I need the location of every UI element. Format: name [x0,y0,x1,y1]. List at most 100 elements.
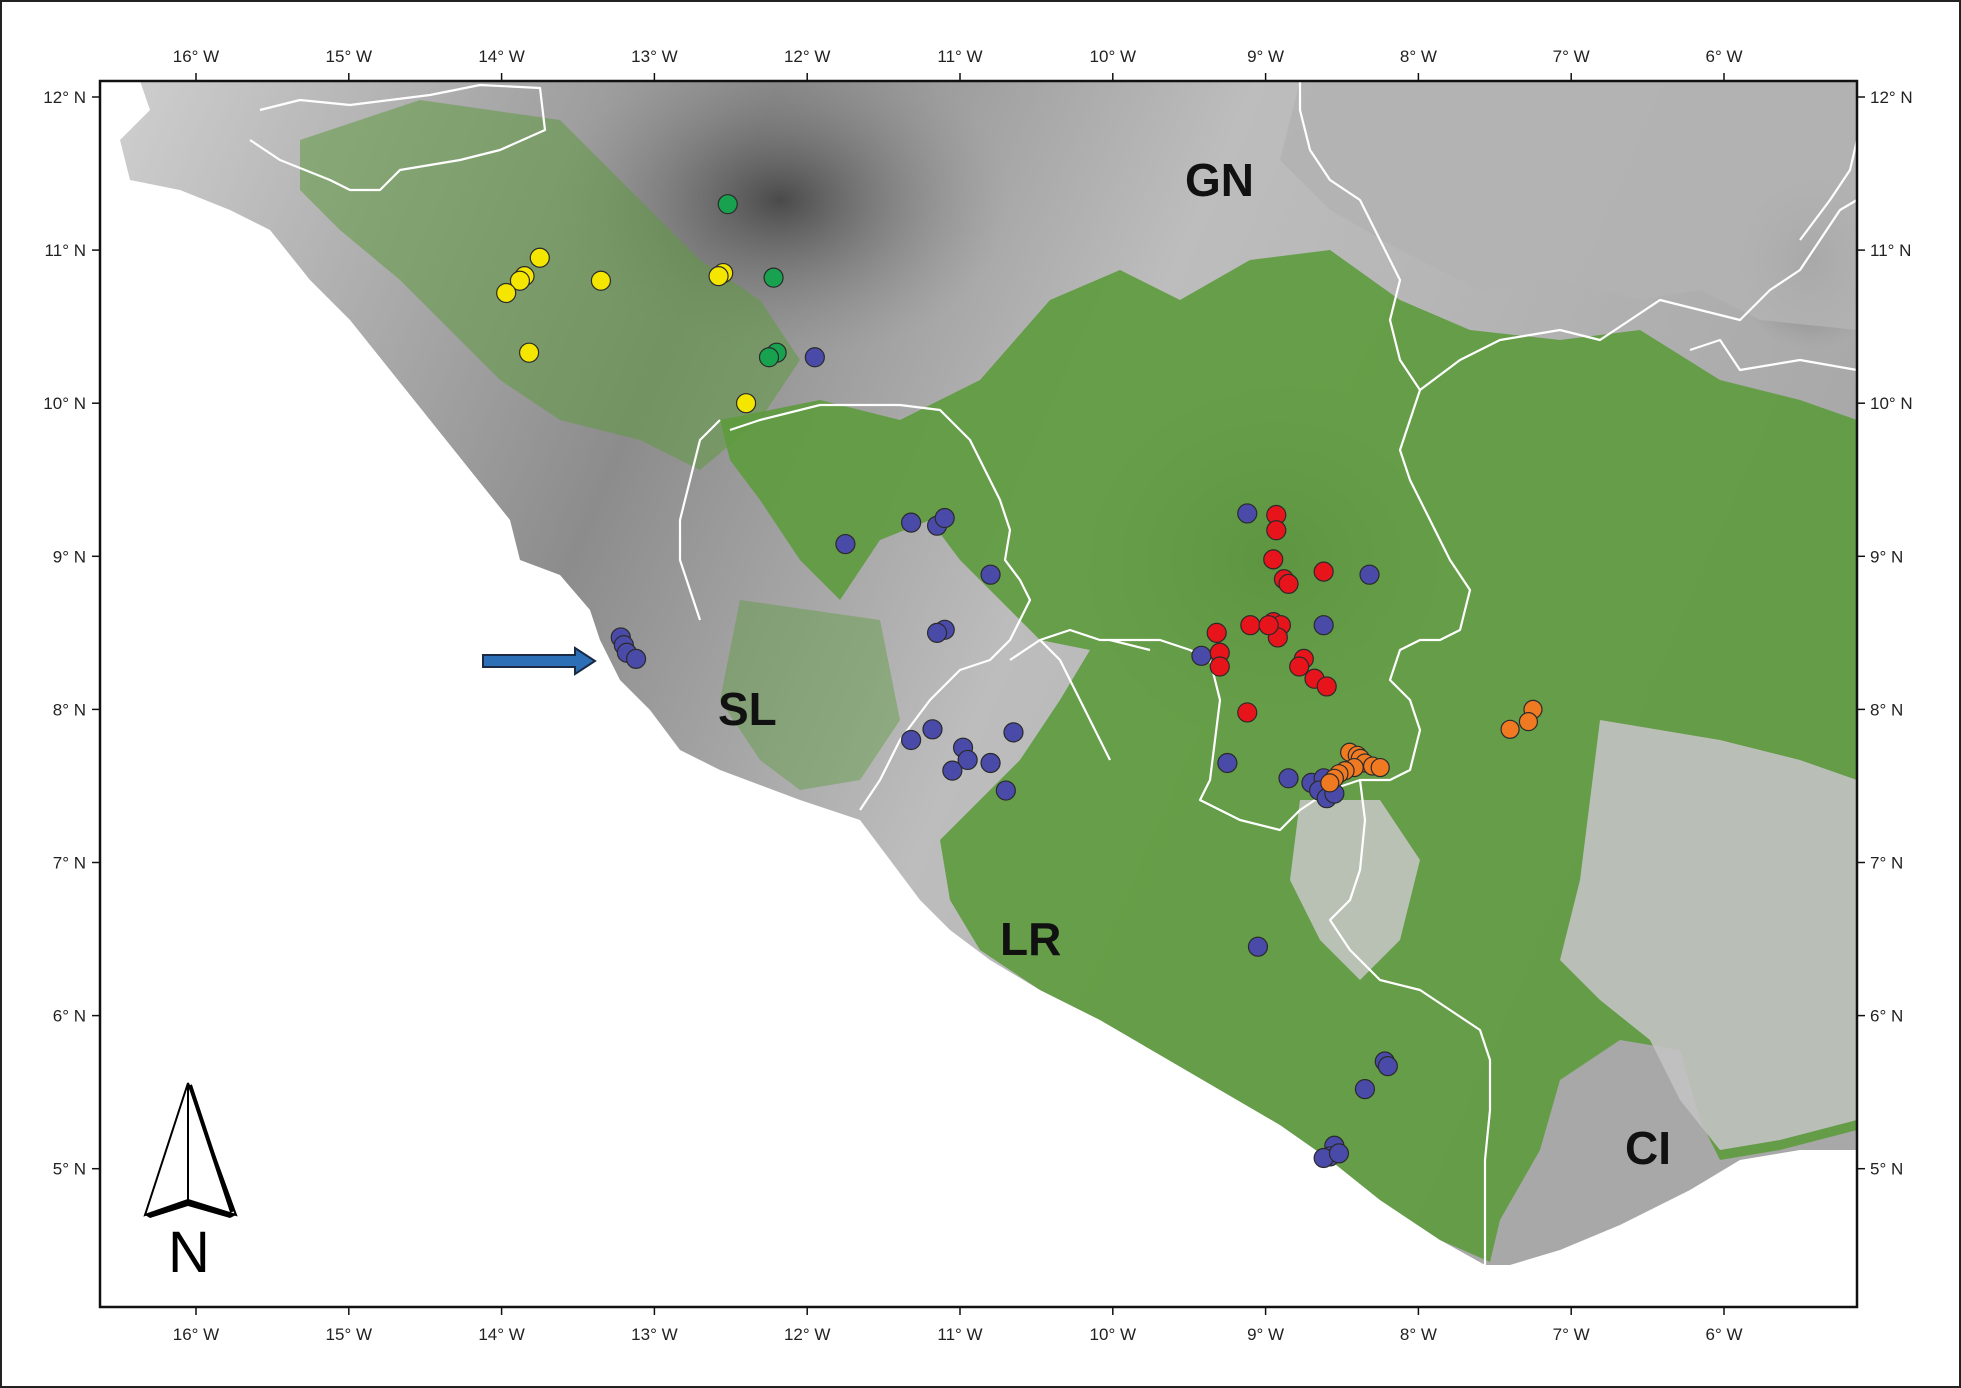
north-arrow-label: N [168,1220,210,1285]
sample-point-blue [1377,1056,1398,1077]
sample-point-blue [1247,936,1269,957]
lat-tick-label: 7° N [53,854,86,873]
sample-point-blue [942,760,963,781]
lon-tick-label: 11° W [937,1325,982,1344]
sample-point-red [1209,656,1230,677]
forest-cover-coast [720,600,900,790]
lon-tick-label: 8° W [1400,47,1437,66]
lon-tick-label: 11° W [937,47,982,66]
sample-point-blue [1191,645,1212,666]
lat-tick-label: 6° N [1870,1007,1903,1026]
sample-point-orange [1320,773,1340,793]
sample-point-red [1289,656,1310,677]
lon-tick-label: 6° W [1705,1325,1742,1344]
lat-tick-label: 10° N [43,394,86,413]
sample-point-yellow [529,247,550,268]
sample-point-red [1263,549,1284,570]
sample-point-blue [934,507,955,529]
sample-point-green [717,194,738,215]
sample-point-red [1278,573,1299,594]
sample-point-green [763,267,784,288]
country-label-sl: SL [718,683,777,735]
lat-tick-label: 11° N [1870,241,1911,260]
sample-point-blue [1278,768,1299,789]
sample-point-blue [980,752,1001,774]
sample-point-blue [957,749,978,771]
sample-point-red [1206,622,1227,643]
sample-point-orange [1500,719,1520,739]
sample-point-blue [922,719,943,740]
lat-tick-label: 5° N [1870,1160,1903,1179]
sample-point-blue [1359,564,1380,585]
lat-tick-label: 12° N [1870,88,1913,107]
sample-point-blue [1003,722,1024,743]
lat-tick-label: 9° N [1870,547,1903,566]
lat-tick-label: 8° N [1870,700,1903,719]
lon-tick-label: 14° W [478,1325,524,1344]
forest-cover-north [300,100,800,470]
sample-points [496,194,1543,1169]
graticule-ticks: 16° W 16° W 15° W 15° W 14° W 14° W 13° W 13° W… [43,47,1912,1344]
lon-tick-label: 9° W [1247,47,1284,66]
lon-tick-label: 16° W [173,47,219,66]
sample-point-blue [625,648,647,669]
country-label-ci: CI [1625,1122,1671,1174]
sample-point-blue [804,347,825,368]
map-body [100,81,1857,1307]
country-label-gn: GN [1185,154,1254,206]
country-borders [249,81,1857,1265]
lon-tick-label: 13° W [631,47,677,66]
sample-point-blue [1328,1143,1350,1164]
sample-point-blue [1313,615,1334,636]
sample-point-blue [1217,752,1238,774]
sample-point-red [1240,615,1261,636]
sample-point-blue [901,729,922,751]
lat-tick-label: 8° N [53,700,86,719]
sample-point-blue [926,622,948,643]
sample-point-red [1237,702,1258,723]
sample-point-green [758,347,780,368]
north-arrow: N [143,1082,238,1285]
map-frame [98,79,1859,1309]
sample-point-orange [1370,757,1390,778]
sample-point-blue [980,564,1001,585]
lat-tick-label: 9° N [53,547,86,566]
sample-point-blue [995,780,1016,801]
lon-tick-label: 14° W [478,47,524,66]
savanna-patch-ne [1280,81,1857,330]
sample-point-yellow [735,393,757,414]
lat-tick-label: 7° N [1870,854,1903,873]
lon-tick-label: 10° W [1090,47,1136,66]
sample-point-yellow [496,282,517,304]
lon-tick-label: 6° W [1705,47,1742,66]
lon-tick-label: 13° W [631,1325,677,1344]
lon-tick-label: 8° W [1400,1325,1437,1344]
site-pointer-arrow [482,646,597,676]
lon-tick-label: 7° W [1553,47,1590,66]
sample-point-red [1266,520,1287,541]
lat-tick-label: 11° N [45,241,86,260]
lon-tick-label: 12° W [784,1325,830,1344]
sample-point-yellow [708,266,729,287]
lon-tick-label: 15° W [326,1325,372,1344]
lat-tick-label: 5° N [53,1160,86,1179]
country-label-lr: LR [1000,913,1061,965]
sample-point-blue [1354,1078,1376,1100]
lon-tick-label: 16° W [173,1325,219,1344]
lon-tick-label: 10° W [1090,1325,1136,1344]
sample-point-red [1258,615,1279,636]
savanna-patch-east [1560,720,1857,1150]
lat-tick-label: 12° N [43,88,86,107]
sample-point-red [1313,561,1334,582]
savanna-patch-south [1290,800,1420,980]
sample-point-blue [901,512,922,533]
forest-cover-main [720,250,1857,1262]
sample-point-yellow [509,270,531,291]
sample-point-orange [1518,712,1539,732]
lat-tick-label: 10° N [1870,394,1913,413]
sample-point-red [1316,676,1337,697]
lon-tick-label: 7° W [1553,1325,1590,1344]
lon-tick-label: 15° W [326,47,372,66]
